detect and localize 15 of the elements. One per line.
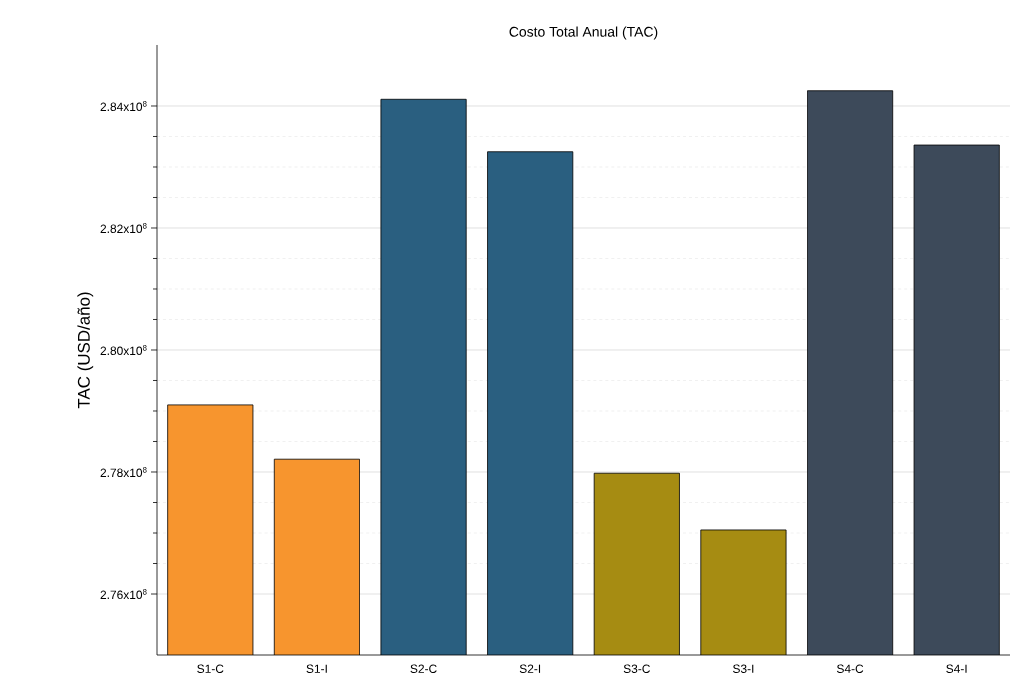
y-tick-label: 2.84x10$^{8}$ bbox=[100, 100, 147, 111]
x-tick-label: S3-C bbox=[623, 664, 650, 673]
y-tick-label: 2.76x10$^{8}$ bbox=[100, 588, 147, 599]
chart-title: Costo Total Anual (TAC) bbox=[509, 26, 658, 40]
x-tick-label: S2-C bbox=[410, 664, 437, 673]
y-axis-title: TAC (USD/año) bbox=[77, 292, 94, 409]
x-tick-label: S4-I bbox=[946, 664, 967, 673]
x-tick-label: S4-C bbox=[836, 664, 864, 673]
x-tick-label: S3-I bbox=[733, 664, 754, 673]
x-tick-label: S2-I bbox=[519, 664, 541, 673]
y-tick-label: 2.82x10$^{8}$ bbox=[100, 222, 147, 233]
x-tick-label: S1-I bbox=[306, 664, 327, 673]
y-tick-label: 2.78x10$^{8}$ bbox=[100, 466, 147, 477]
y-tick-label: 2.80x10$^{8}$ bbox=[100, 344, 147, 355]
x-tick-label: S1-C bbox=[197, 664, 224, 673]
